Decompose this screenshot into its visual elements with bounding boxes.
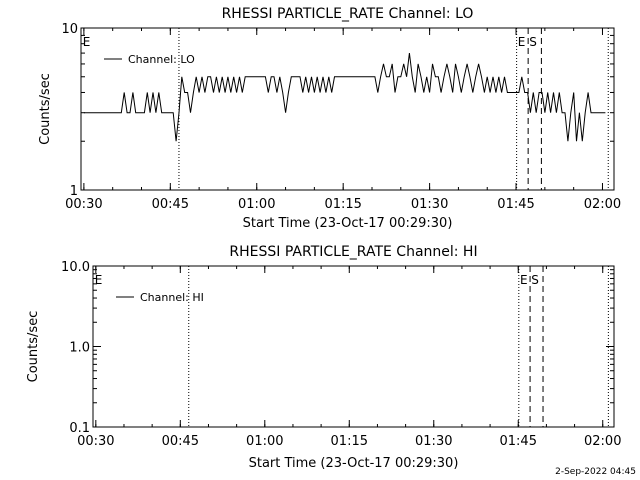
event-marker: E: [95, 273, 103, 287]
y-tick-label: 10.0: [61, 260, 90, 275]
event-marker: E: [83, 35, 91, 49]
x-tick-label: 02:00: [584, 434, 621, 449]
series-line-channel-lo: [83, 53, 606, 142]
x-tick-label: 00:45: [152, 197, 189, 212]
x-tick-label: 01:15: [331, 434, 368, 449]
y-tick-label: 10: [61, 22, 78, 37]
x-tick-label: 01:30: [415, 434, 452, 449]
event-marker: E: [518, 35, 526, 49]
date-stamp: 2-Sep-2022 04:45: [555, 467, 636, 477]
plot-frame: [80, 27, 615, 191]
event-marker: S: [529, 35, 537, 49]
y-axis-label: Counts/sec: [26, 311, 41, 383]
event-marker: S: [531, 273, 539, 287]
x-tick-label: 01:00: [246, 434, 283, 449]
panel-lo: RHESSI PARTICLE_RATE Channel: LO Start Ti…: [38, 6, 621, 231]
legend-label: Channel: LO: [128, 53, 195, 66]
x-tick-label: 01:30: [411, 197, 448, 212]
x-tick-label: 02:00: [584, 197, 621, 212]
x-axis-label: Start Time (23-Oct-17 00:29:30): [243, 216, 453, 231]
y-tick-label: 0.1: [69, 421, 90, 436]
y-tick-label: 1: [70, 184, 78, 199]
x-tick-label: 00:30: [65, 197, 102, 212]
x-tick-label: 01:15: [324, 197, 361, 212]
x-tick-label: 00:45: [162, 434, 199, 449]
legend-label: Channel: HI: [140, 291, 204, 304]
x-tick-label: 01:45: [500, 434, 537, 449]
event-marker: E: [520, 273, 528, 287]
chart-title: RHESSI PARTICLE_RATE Channel: HI: [229, 244, 477, 260]
panel-hi: RHESSI PARTICLE_RATE Channel: HI Start Ti…: [26, 244, 621, 471]
x-axis-label: Start Time (23-Oct-17 00:29:30): [249, 456, 459, 471]
x-tick-label: 00:30: [77, 434, 114, 449]
y-axis-label: Counts/sec: [38, 73, 53, 145]
y-tick-label: 1.0: [69, 341, 90, 356]
chart-title: RHESSI PARTICLE_RATE Channel: LO: [222, 6, 474, 22]
x-tick-label: 01:45: [497, 197, 534, 212]
x-tick-label: 01:00: [238, 197, 275, 212]
